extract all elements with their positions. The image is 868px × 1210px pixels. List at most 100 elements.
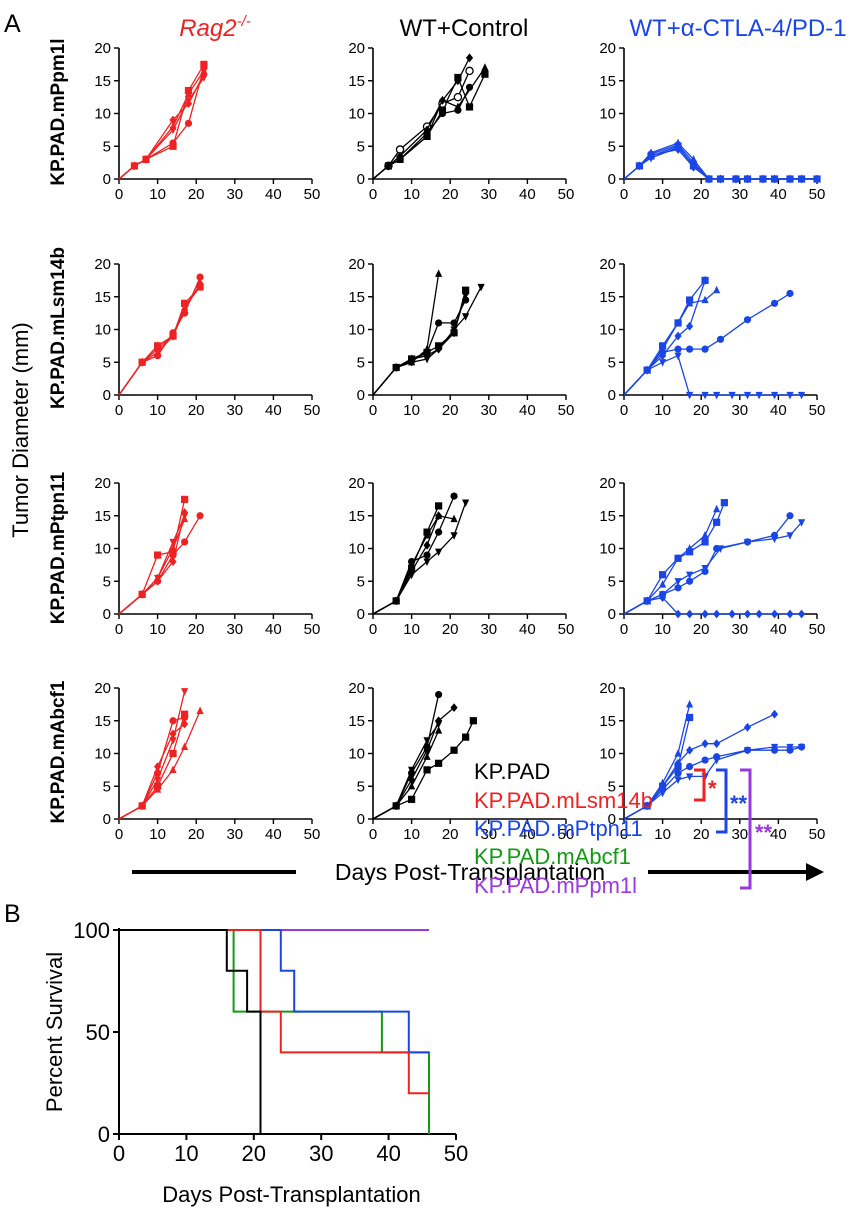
data-point-triangle xyxy=(701,295,709,304)
x-tick-label: 0 xyxy=(115,402,123,419)
data-point-diamond xyxy=(392,363,400,372)
tumor-series-line-2 xyxy=(118,518,186,615)
data-point-diamond xyxy=(154,341,162,351)
data-point-square xyxy=(169,749,177,758)
x-tick-label: 0 xyxy=(369,621,377,638)
tumor-series-line-0 xyxy=(623,502,726,615)
x-tick-label: 50 xyxy=(304,186,321,203)
data-point-tri-down xyxy=(659,789,667,798)
data-point-tri-down xyxy=(701,391,709,400)
y-tick-label: 15 xyxy=(94,508,111,525)
data-point-diamond xyxy=(713,609,721,619)
data-point-diamond xyxy=(438,96,447,105)
data-point-circle xyxy=(786,512,794,520)
y-tick-label: 0 xyxy=(357,811,365,828)
data-point-diamond xyxy=(435,344,443,354)
data-point-diamond xyxy=(384,161,393,171)
x-tick-label: 10 xyxy=(149,621,166,638)
y-tick-label: 10 xyxy=(599,541,616,558)
data-point-tri-down xyxy=(154,349,162,357)
y-tick-label: 5 xyxy=(357,354,365,371)
x-tick-label: 30 xyxy=(226,621,243,638)
data-point-circle xyxy=(169,139,177,147)
data-point-circle xyxy=(435,528,443,536)
data-point-triangle xyxy=(196,706,204,715)
significance-bracket-purple xyxy=(740,768,752,890)
data-point-diamond xyxy=(138,357,146,367)
x-tick-label: 50 xyxy=(304,621,321,638)
x-tick-label: 50 xyxy=(809,826,826,843)
tumor-panel-r2-c1: 0 5 10 15 20 0 10 20 30 40 50 xyxy=(348,475,574,638)
data-point-diamond xyxy=(392,801,400,811)
data-point-diamond xyxy=(674,145,682,154)
tumor-series-line-2 xyxy=(372,273,440,396)
data-point-square xyxy=(686,548,694,556)
legend-entry-mabcf1: KP.PAD.mAbcf1 xyxy=(474,844,631,869)
x-tick-label: 40 xyxy=(265,186,282,203)
y-tick-label: 20 xyxy=(94,40,111,57)
data-point-circle xyxy=(716,335,725,343)
panel-b-survival-chart: 0 50 100 0 10 20 30 40 50 Days Post-Transplantati… xyxy=(42,918,468,1207)
y-tick-label: 15 xyxy=(599,289,616,306)
x-tick-label: 20 xyxy=(188,186,205,203)
shared-x-axis-label: Days Post-Transplantation xyxy=(335,859,605,885)
data-point-diamond xyxy=(743,609,752,619)
panel-label-a: A xyxy=(4,10,21,38)
row-label-mptpn11: KP.PAD.mPtpn11 xyxy=(48,471,69,624)
x-tick-label: 0 xyxy=(620,826,628,843)
significance-label-blue: ** xyxy=(730,791,748,816)
data-point-diamond xyxy=(797,609,806,619)
data-point-diamond xyxy=(713,739,721,749)
data-point-diamond xyxy=(396,151,404,161)
data-point-circle xyxy=(686,577,694,585)
x-tick-label: 0 xyxy=(620,402,628,419)
data-point-circle xyxy=(743,316,752,324)
x-tick-label: 50 xyxy=(558,402,575,419)
data-point-tri-down xyxy=(743,747,752,755)
x-tick-label: 20 xyxy=(693,621,710,638)
data-point-tri-down xyxy=(169,538,177,547)
y-tick-label: 20 xyxy=(599,475,616,492)
tumor-series-line-2 xyxy=(623,508,718,615)
data-point-square xyxy=(701,538,709,546)
x-tick-label: 30 xyxy=(226,402,243,419)
data-point-triangle xyxy=(408,560,416,568)
data-point-diamond xyxy=(130,161,139,171)
tumor-panel-r0-c2: 0 5 10 15 20 0 10 20 30 40 50 xyxy=(599,40,825,203)
y-tick-label: 5 xyxy=(357,778,365,795)
data-point-diamond xyxy=(686,745,694,755)
y-tick-label: 15 xyxy=(348,508,365,525)
x-tick-label: 30 xyxy=(731,402,748,419)
y-tick-label: 10 xyxy=(599,746,616,763)
survival-y-tick-label: 100 xyxy=(73,918,110,943)
tumor-series-line-1 xyxy=(372,299,467,396)
data-point-triangle xyxy=(169,544,177,552)
tumor-series-line-4 xyxy=(372,293,467,396)
x-tick-label: 50 xyxy=(809,186,826,203)
data-point-circle xyxy=(465,83,474,91)
data-point-diamond xyxy=(465,53,474,63)
x-tick-label: 0 xyxy=(369,826,377,843)
data-point-diamond xyxy=(659,781,667,791)
tumor-panel-r3-c2: 0 5 10 15 20 0 10 20 30 40 50 xyxy=(599,680,825,843)
x-tick-label: 20 xyxy=(188,826,205,843)
data-point-circle xyxy=(435,690,443,699)
significance-brackets: * ** ** xyxy=(694,768,773,890)
x-tick-label: 20 xyxy=(442,621,459,638)
data-point-diamond xyxy=(450,328,458,338)
column-header-rag2: Rag2-/- xyxy=(179,13,251,42)
tumor-series-line-1 xyxy=(118,515,201,615)
y-tick-label: 15 xyxy=(599,73,616,90)
data-point-tri-down xyxy=(797,391,806,400)
x-tick-label: 40 xyxy=(519,826,536,843)
data-point-diamond xyxy=(138,801,146,811)
data-point-square xyxy=(469,717,477,725)
data-point-diamond xyxy=(689,162,698,172)
data-point-triangle xyxy=(154,785,162,793)
data-point-tri-down xyxy=(423,737,431,745)
survival-x-tick-label: 40 xyxy=(376,1141,400,1166)
x-tick-label: 30 xyxy=(480,402,497,419)
data-point-square xyxy=(686,713,694,722)
data-point-diamond xyxy=(770,174,779,184)
x-tick-label: 40 xyxy=(519,186,536,203)
